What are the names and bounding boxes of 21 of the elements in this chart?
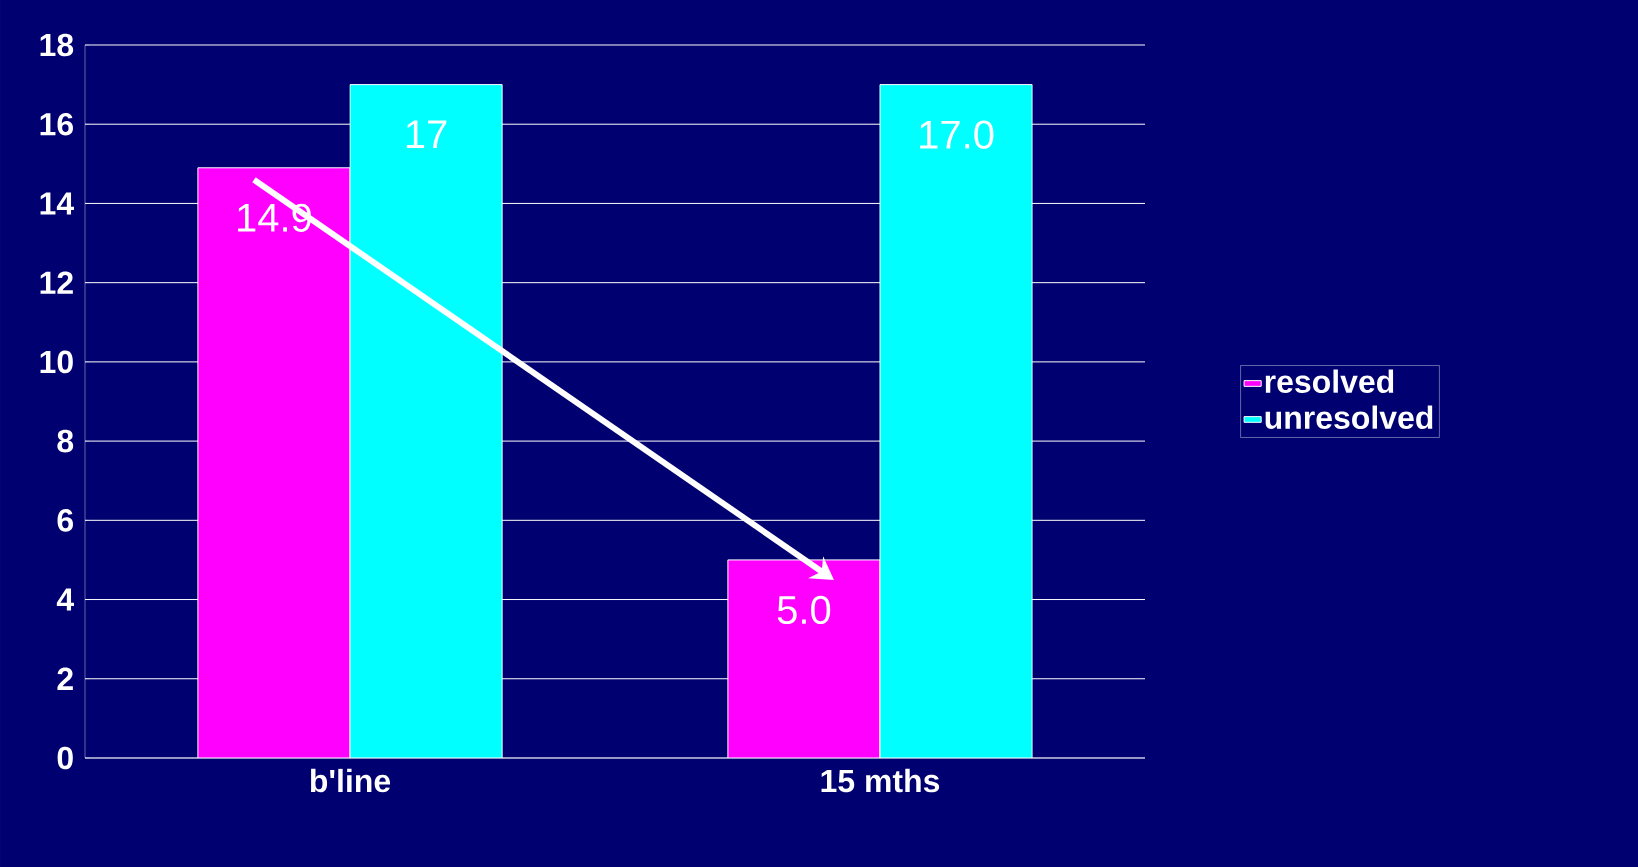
data-label: 17.0	[920, 120, 994, 149]
y-tick-label: 18	[40, 33, 74, 57]
y-tick-label: 4	[56, 588, 74, 611]
legend-label: resolved	[1265, 369, 1394, 393]
y-tick-label: 16	[40, 112, 73, 136]
y-tick-label: 8	[57, 429, 74, 453]
bar	[879, 84, 1033, 758]
bar	[349, 84, 503, 758]
legend-label: unresolved	[1265, 405, 1433, 429]
y-tick-label: 12	[40, 271, 73, 294]
data-label: 17	[406, 120, 447, 148]
data-label: 5.0	[777, 595, 831, 625]
y-tick-label: 0	[57, 746, 73, 770]
y-tick-label: 6	[57, 509, 73, 532]
y-tick-label: 10	[40, 350, 73, 374]
x-tick-label: b'line	[310, 768, 391, 793]
bar	[197, 167, 351, 758]
y-tick-label: 2	[57, 667, 73, 690]
bar	[727, 559, 881, 758]
y-tick-label: 14	[40, 192, 74, 215]
x-tick-label: 15 mths	[821, 768, 940, 793]
